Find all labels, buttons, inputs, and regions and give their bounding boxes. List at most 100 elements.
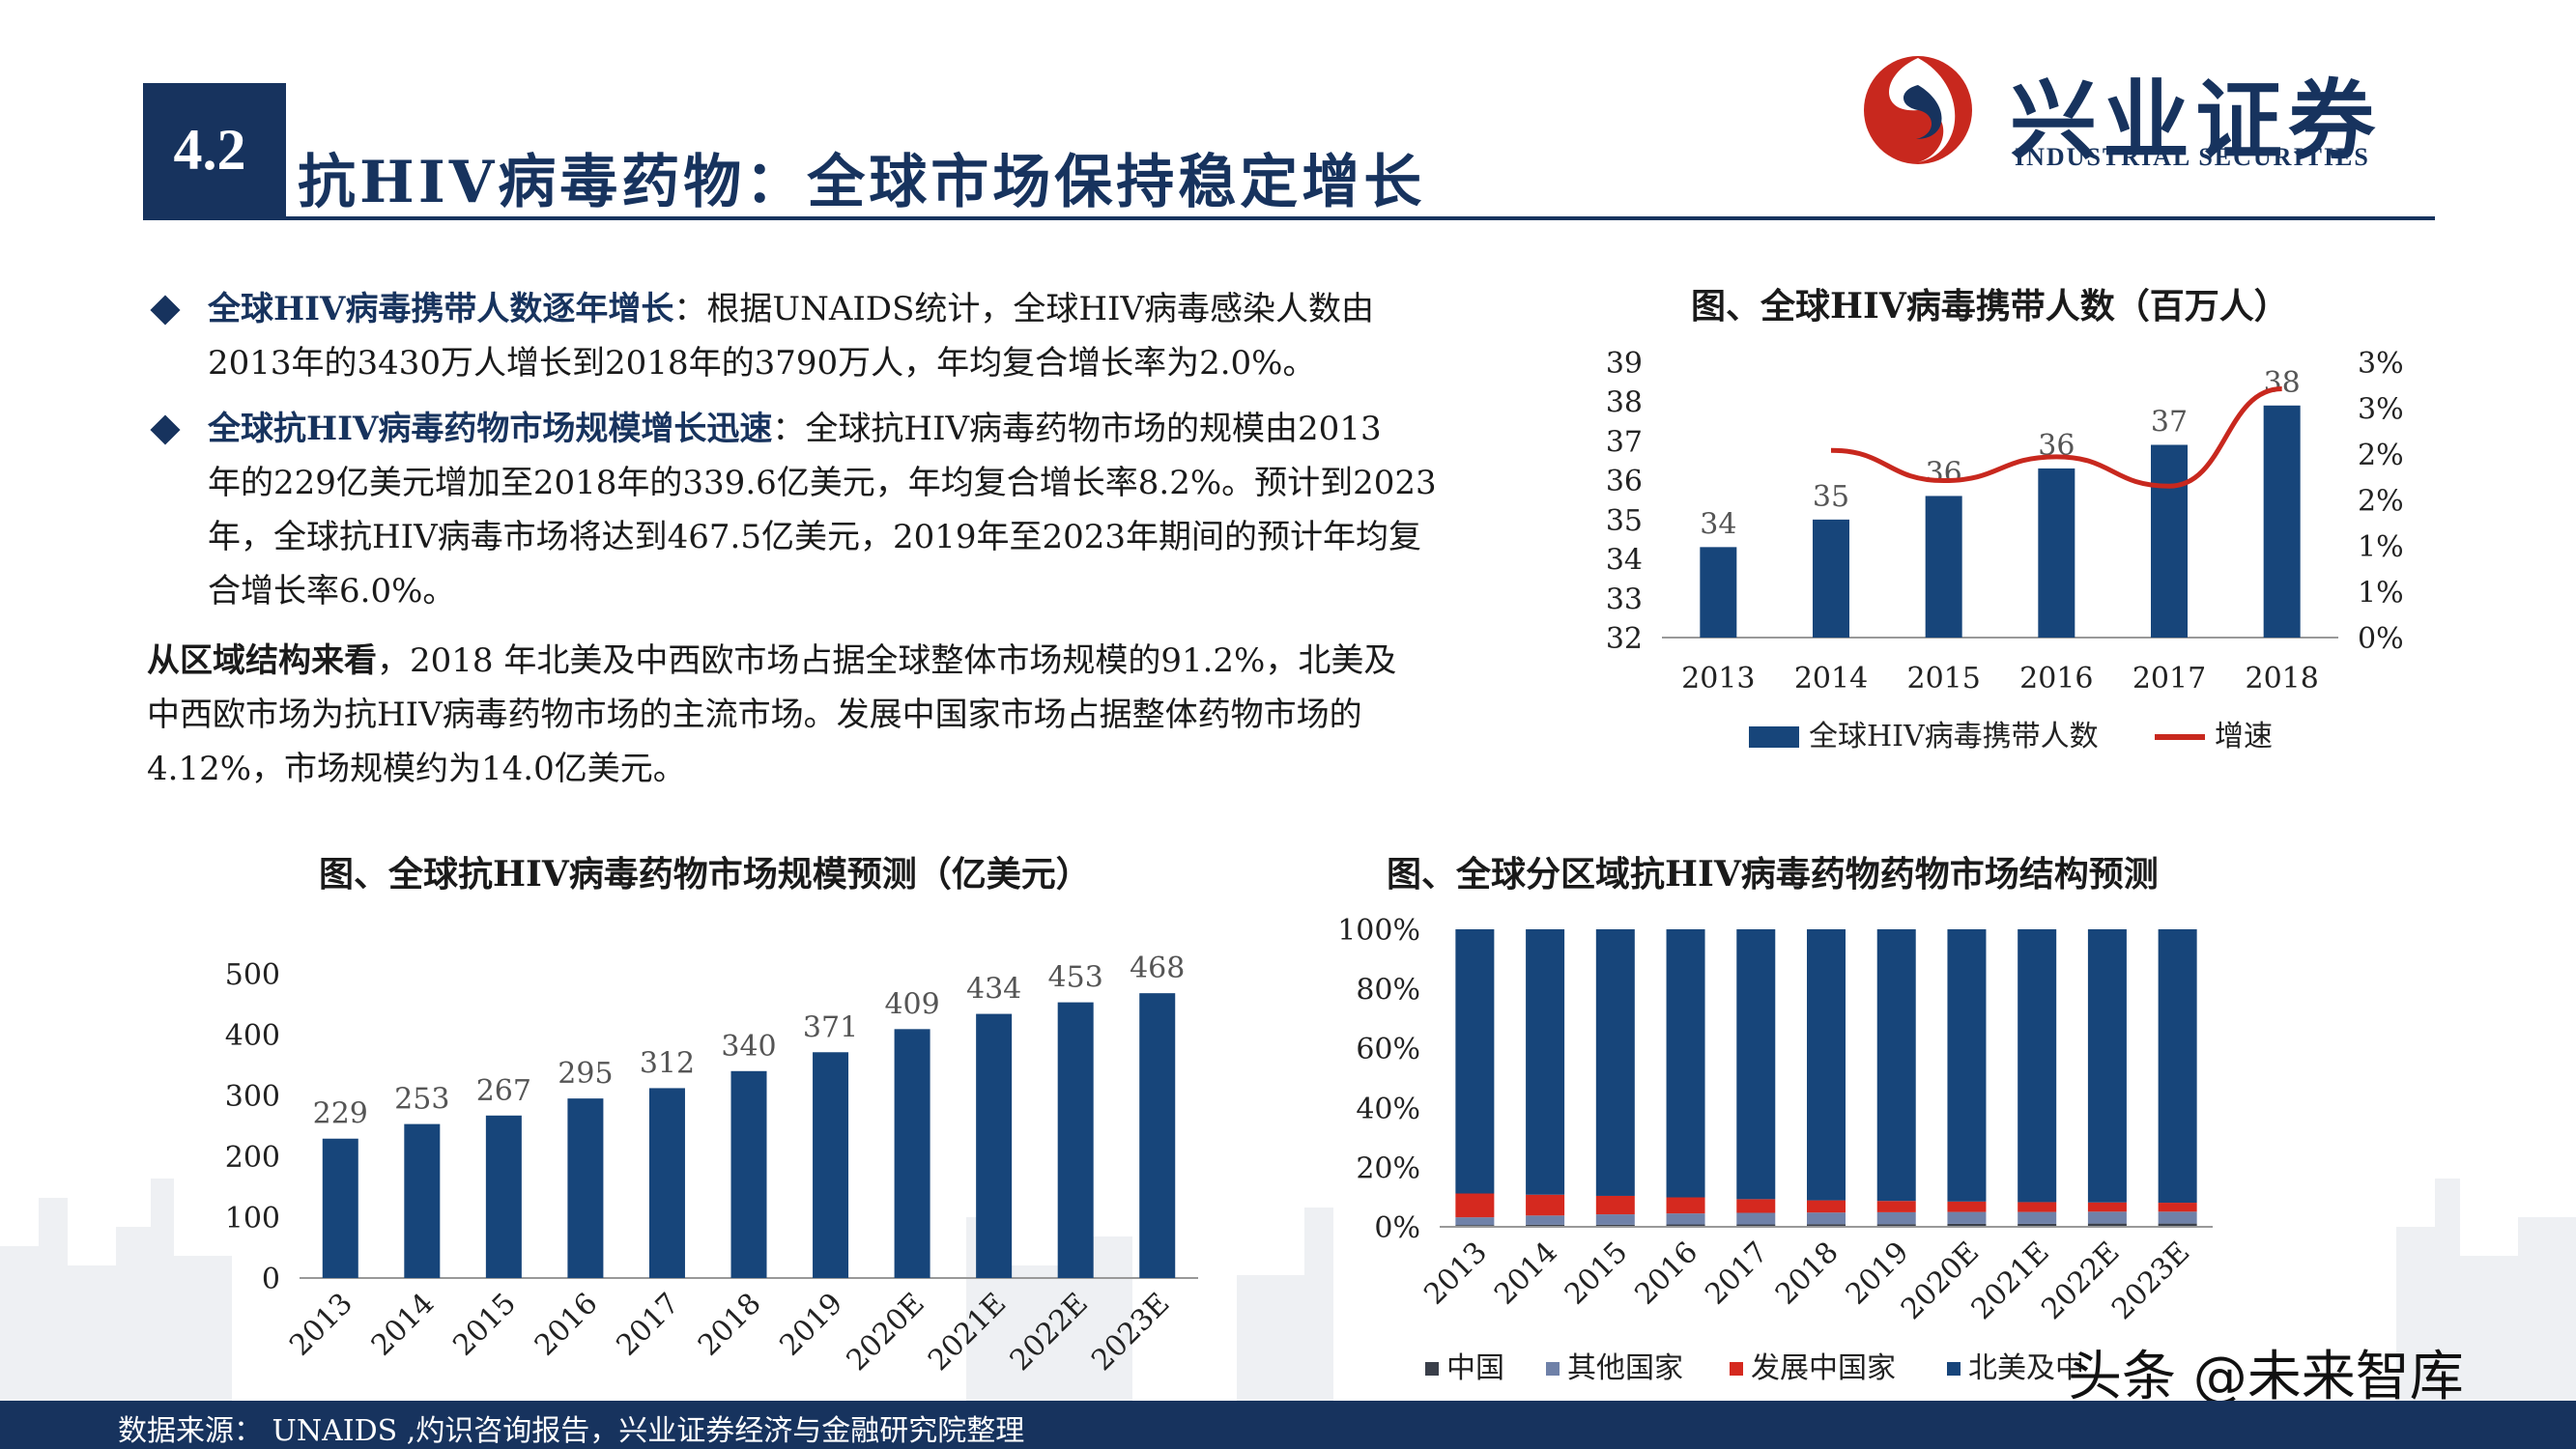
bar-segment-发展中国家: [1736, 1199, 1776, 1213]
bar-segment-发展中国家: [1666, 1197, 1705, 1214]
y-tick-label: 100: [225, 1202, 280, 1236]
legend-label-growth: 增速: [2215, 720, 2273, 753]
y-left-tick-label: 38: [1606, 386, 1643, 420]
bullet-heading: 全球HIV病毒携带人数逐年增长: [208, 290, 674, 328]
chart-title-hiv-carriers: 图、全球HIV病毒携带人数（百万人）: [1691, 286, 2289, 327]
bar-segment-其他国家: [1666, 1213, 1705, 1225]
paragraph-heading: 从区域结构来看: [147, 641, 377, 680]
x-tick-label: 2016: [529, 1287, 605, 1363]
x-tick-label: 2015: [446, 1287, 523, 1363]
legend-swatch-carriers: [1749, 726, 1799, 748]
bar-segment-其他国家: [1947, 1211, 1987, 1224]
y-tick-label: 400: [225, 1019, 280, 1053]
bar-segment-北美及中西欧: [1455, 929, 1495, 1194]
y-right-tick-label: 3%: [2358, 347, 2404, 381]
x-tick-label: 2022E: [1004, 1287, 1095, 1378]
line-growth-rate: [1830, 386, 2282, 489]
bar-hiv-carriers: [2151, 444, 2188, 638]
bar-segment-其他国家: [2158, 1211, 2197, 1224]
x-tick-label: 2016: [2019, 662, 2093, 696]
bar-segment-北美及中西欧: [2018, 929, 2057, 1203]
x-tick-label: 2014: [1488, 1236, 1564, 1312]
company-logo-english: INDUSTRIAL SECURITIES: [2015, 143, 2370, 171]
bar-segment-中国: [1666, 1224, 1705, 1227]
bar-segment-发展中国家: [1595, 1195, 1635, 1215]
company-logo-text: 兴业证券: [2010, 70, 2381, 172]
chart-hiv-carriers: 32 33 34 35 36 37 38 39 0% 1% 1% 2% 2% 3% 3% 34 2013 35 20…: [1606, 347, 2404, 753]
bar-segment-其他国家: [1595, 1214, 1635, 1225]
bar-data-label: 371: [803, 1010, 858, 1044]
legend-label-carriers: 全球HIV病毒携带人数: [1809, 720, 2099, 753]
y-left-tick-label: 34: [1606, 544, 1643, 578]
y-left-tick-label: 39: [1606, 347, 1643, 381]
legend-label: 发展中国家: [1751, 1351, 1896, 1385]
y-right-tick-label: 2%: [2358, 439, 2404, 472]
bar-segment-其他国家: [2087, 1211, 2127, 1224]
x-tick-label: 2015: [1559, 1236, 1635, 1312]
x-tick-label: 2022E: [2035, 1236, 2126, 1326]
bar-data-label: 453: [1048, 961, 1103, 995]
y-right-tick-label: 1%: [2358, 530, 2404, 564]
bar-segment-发展中国家: [2087, 1202, 2127, 1212]
x-tick-label: 2019: [773, 1287, 849, 1363]
x-tick-label: 2017: [1699, 1236, 1775, 1312]
text-line: 中西欧市场为抗HIV病毒药物市场的主流市场。发展中国家市场占据整体药物市场的: [147, 696, 1362, 734]
y-right-tick-label: 2%: [2358, 485, 2404, 519]
x-tick-label: 2018: [2245, 662, 2318, 696]
y-tick-label: 60%: [1356, 1033, 1420, 1066]
text-line: 4.12%，市场规模约为14.0亿美元。: [147, 750, 686, 788]
bar-hiv-carriers: [1700, 547, 1737, 638]
chart-regional-structure: 0%20%40%60%80%100%2013201420152016201720…: [1337, 914, 2213, 1385]
bar-segment-发展中国家: [1876, 1201, 1916, 1212]
x-tick-label: 2014: [1794, 662, 1868, 696]
x-tick-label: 2014: [365, 1287, 442, 1363]
x-tick-label: 2013: [1681, 662, 1755, 696]
x-tick-label: 2018: [1769, 1236, 1846, 1312]
y-tick-label: 80%: [1356, 974, 1420, 1008]
bar-segment-北美及中西欧: [1736, 929, 1776, 1200]
bar-data-label: 37: [2151, 406, 2188, 440]
bar-segment-北美及中西欧: [1526, 929, 1565, 1195]
bar-hiv-carriers: [2038, 468, 2075, 638]
bar-hiv-carriers: [1925, 496, 1962, 638]
y-tick-label: 0: [262, 1263, 280, 1296]
x-tick-label: 2017: [2132, 662, 2206, 696]
bar-data-label: 312: [640, 1046, 695, 1080]
text-line: 年的229亿美元增加至2018年的339.6亿美元，年均复合增长率8.2%。预计…: [208, 464, 1437, 502]
bar-market-size: [567, 1098, 604, 1278]
bar-segment-中国: [2018, 1223, 2057, 1227]
bar-market-size: [894, 1029, 930, 1278]
chart-market-size: 0 100 200 300 400 500 229 2013 253 2014 267 2015 295…: [225, 952, 1198, 1378]
bar-segment-北美及中西欧: [1595, 929, 1635, 1196]
text-line: 2013年的3430万人增长到2018年的3790万人，年均复合增长率为2.0%…: [208, 344, 1316, 383]
y-right-tick-label: 3%: [2358, 393, 2404, 427]
bar-segment-其他国家: [1876, 1211, 1916, 1225]
legend-swatch: [1730, 1362, 1743, 1376]
bar-data-label: 340: [721, 1030, 776, 1064]
bar-segment-中国: [1807, 1224, 1846, 1227]
bar-segment-发展中国家: [1947, 1201, 1987, 1212]
bar-segment-中国: [1526, 1224, 1565, 1227]
bar-data-label: 409: [884, 987, 939, 1021]
text-line: ：全球抗HIV病毒药物市场的规模由2013: [772, 410, 1382, 448]
bar-segment-中国: [1947, 1223, 1987, 1227]
legend-label: 中国: [1446, 1351, 1504, 1385]
paragraph-drug-market: 全球抗HIV病毒药物市场规模增长迅速：全球抗HIV病毒药物市场的规模由2013 …: [208, 402, 1560, 618]
bar-segment-发展中国家: [1455, 1193, 1495, 1218]
bar-segment-发展中国家: [1526, 1194, 1565, 1216]
bar-hiv-carriers: [2263, 405, 2301, 638]
bar-market-size: [976, 1013, 1013, 1278]
text-line: 年，全球抗HIV病毒市场将达到467.5亿美元，2019年至2023年期间的预计…: [208, 518, 1422, 556]
bar-segment-其他国家: [1455, 1217, 1495, 1226]
bar-segment-中国: [2087, 1223, 2127, 1227]
bar-data-label: 253: [394, 1083, 449, 1117]
bar-segment-中国: [1876, 1224, 1916, 1227]
x-tick-label: 2021E: [1965, 1236, 2056, 1326]
legend-label: 北美及中: [1968, 1351, 2084, 1385]
y-left-tick-label: 37: [1606, 425, 1643, 459]
bar-market-size: [730, 1070, 767, 1278]
bar-segment-北美及中西欧: [1666, 929, 1705, 1198]
chart-title-market-size: 图、全球抗HIV病毒药物市场规模预测（亿美元）: [319, 854, 1091, 895]
company-logo-icon: [1864, 56, 1972, 164]
bar-segment-北美及中西欧: [1876, 929, 1916, 1202]
